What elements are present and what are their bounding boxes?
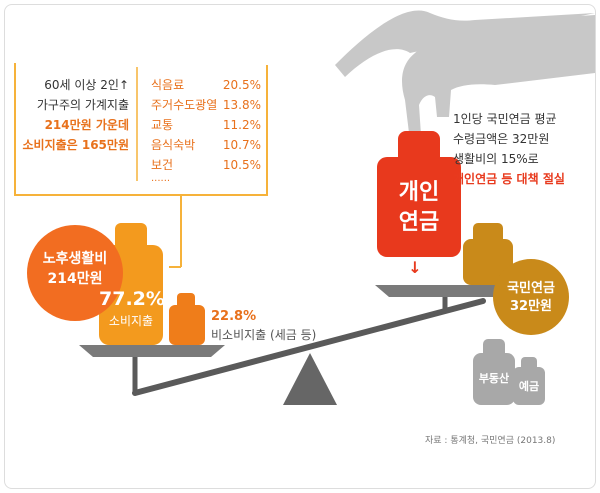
item-value: 10.7%: [222, 138, 261, 152]
left-pan: [79, 345, 225, 393]
non-consumption-weight: [169, 293, 205, 345]
info-line-3: 214만원 가운데: [44, 118, 129, 132]
consumption-percent: 77.2%: [99, 288, 165, 310]
item-value: 13.8%: [222, 98, 261, 112]
item-value: 11.2%: [222, 118, 261, 132]
down-arrow-icon: ↓: [408, 258, 422, 277]
note-line-2: 수령금액은 32만원: [453, 132, 550, 146]
living-cost-amount: 214만원: [47, 271, 103, 287]
balance-beam: [132, 298, 486, 396]
item-label: 주거수도광열: [151, 98, 218, 112]
info-box-border: [14, 63, 268, 196]
item-value: 10.5%: [222, 158, 261, 172]
consumption-label: 소비지출: [108, 314, 154, 328]
national-pension-amount: 32만원: [509, 299, 552, 314]
info-line-1: 60세 이상 2인↑: [44, 78, 129, 92]
item-label: 교통: [151, 118, 174, 132]
non-consumption-label: 비소비지출 (세금 등): [211, 328, 317, 342]
item-label: 보건: [151, 158, 174, 172]
real-estate-label: 부동산: [478, 372, 510, 385]
national-pension-circle: [493, 259, 569, 335]
info-line-4: 소비지출은 165만원: [22, 138, 129, 152]
item-ellipsis: ......: [151, 173, 171, 184]
item-value: 20.5%: [222, 78, 261, 92]
deposit-label: 예금: [518, 380, 540, 393]
item-label: 음식숙박: [151, 138, 196, 152]
living-cost-circle: [27, 225, 123, 321]
note-line-1: 1인당 국민연금 평균: [453, 112, 557, 126]
private-pension-label-2: 연금: [398, 210, 440, 235]
non-consumption-percent: 22.8%: [211, 309, 257, 324]
deposit-weight: [513, 357, 545, 405]
item-label: 식음료: [151, 78, 185, 92]
right-pan: [375, 285, 525, 311]
fulcrum: [283, 353, 337, 405]
national-pension-weight: [463, 223, 513, 285]
note-line-4: 개인연금 등 대책 절실: [453, 172, 565, 186]
national-pension-label: 국민연금: [507, 281, 555, 296]
private-pension-label-1: 개인: [398, 180, 440, 205]
note-line-3: 생활비의 15%로: [453, 152, 539, 166]
real-estate-weight: [473, 339, 515, 405]
info-line-2: 가구주의 가계지출: [36, 98, 129, 112]
source-note: 자료 : 통계청, 국민연금 (2013.8): [425, 436, 556, 446]
private-pension-weight: [377, 131, 461, 257]
infographic-frame: 60세 이상 2인↑ 가구주의 가계지출 214만원 가운데 소비지출은 165…: [4, 4, 596, 489]
hand-illustration: [335, 10, 595, 135]
scale-illustration: [14, 10, 595, 405]
living-cost-label: 노후생활비: [42, 251, 108, 267]
